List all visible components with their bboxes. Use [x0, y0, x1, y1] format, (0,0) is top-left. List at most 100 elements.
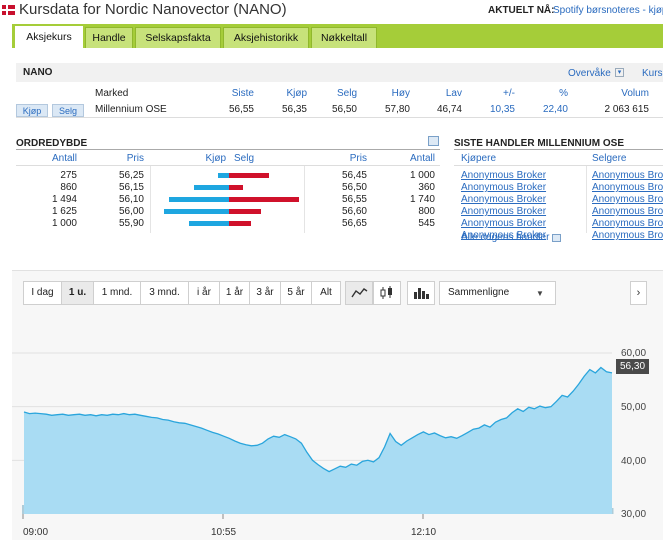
value-marked: Millennium OSE [95, 104, 167, 115]
watch-link[interactable]: Overvåke [568, 68, 611, 79]
bid-depth-bar [218, 173, 229, 178]
volume-bars-icon[interactable] [407, 281, 435, 305]
ask-price: 56,65 [341, 218, 367, 229]
period-alt[interactable]: Alt [311, 281, 341, 305]
tab-bar: Aksjekurs Handle Selskapsfakta Aksjehist… [12, 24, 663, 48]
period-1-uke[interactable]: 1 u. [61, 281, 94, 305]
ask-depth-bar [229, 221, 251, 226]
seller-link[interactable]: Anonymous Broker [592, 170, 663, 181]
bid-price: 56,25 [118, 170, 144, 181]
ask-price: 56,45 [341, 170, 367, 181]
page-title: Kursdata for Nordic Nanovector (NANO) [19, 1, 287, 18]
y-tick-label: 30,00 [621, 509, 647, 520]
ask-depth-bar [229, 197, 299, 202]
tab-aksjekurs[interactable]: Aksjekurs [15, 26, 83, 48]
value-hoy: 57,80 [384, 104, 410, 115]
trades-col-sellers: Selgere [592, 153, 627, 164]
od-col-antall: Antall [51, 153, 77, 164]
od-col-selg: Selg [234, 153, 255, 164]
value-lav: 46,74 [436, 104, 462, 115]
col-change: +/- [503, 88, 515, 99]
all-trades-link[interactable]: Alle dagens handler [461, 232, 550, 243]
y-tick-label: 40,00 [621, 456, 647, 467]
x-axis-ticks [22, 514, 424, 519]
buyer-link[interactable]: Anonymous Broker [461, 206, 547, 217]
divider [454, 149, 663, 150]
seller-link[interactable]: Anonymous Broker [592, 230, 663, 241]
seller-link[interactable]: Anonymous Broker [592, 194, 663, 205]
buy-button[interactable]: Kjøp [16, 104, 48, 117]
buyer-link[interactable]: Anonymous Broker [461, 230, 547, 241]
od-col-antall2: Antall [409, 153, 435, 164]
ask-qty: 545 [418, 218, 435, 229]
x-tick-label: 12:10 [411, 527, 437, 538]
ask-price: 56,50 [341, 182, 367, 193]
bid-depth-bar [164, 209, 229, 214]
ask-qty: 800 [418, 206, 435, 217]
ask-depth-bar [229, 185, 243, 190]
col-siste: Siste [231, 88, 254, 99]
candlestick-icon[interactable] [373, 281, 401, 305]
buyer-link[interactable]: Anonymous Broker [461, 182, 547, 193]
od-col-pris: Pris [126, 153, 144, 164]
x-tick-label: 10:55 [211, 527, 237, 538]
period-5-ar[interactable]: 5 år [280, 281, 312, 305]
news-link[interactable]: Spotify børsnoteres - kjøp [553, 5, 663, 16]
tab-nokkeltall[interactable]: Nøkkeltall [311, 27, 377, 48]
divider [16, 165, 440, 166]
buyer-link[interactable]: Anonymous Broker [461, 170, 547, 181]
divider [16, 117, 663, 118]
refresh-icon[interactable] [428, 136, 439, 146]
divider [150, 166, 151, 233]
od-col-pris2: Pris [349, 153, 367, 164]
ask-price: 56,60 [341, 206, 367, 217]
value-pct: 22,40 [542, 104, 568, 115]
price-chart[interactable] [12, 320, 651, 528]
trades-title: SISTE HANDLER MILLENNIUM OSE [454, 138, 625, 149]
x-tick-label: 09:00 [23, 527, 49, 538]
od-col-kjop: Kjøp [205, 153, 226, 164]
chevron-down-icon[interactable]: ▾ [615, 68, 624, 77]
bid-qty: 1 000 [51, 218, 77, 229]
bid-depth-bar [189, 221, 229, 226]
period-i-dag[interactable]: I dag [23, 281, 62, 305]
seller-link[interactable]: Anonymous Broker [592, 182, 663, 193]
seller-link[interactable]: Anonymous Broker [592, 206, 663, 217]
tab-selskapsfakta[interactable]: Selskapsfakta [135, 27, 221, 48]
ask-depth-bar [229, 209, 261, 214]
kurs-link[interactable]: Kurs [642, 68, 663, 79]
bid-qty: 1 625 [51, 206, 77, 217]
tab-aksjehistorikk[interactable]: Aksjehistorikk [223, 27, 309, 48]
period-3-mnd[interactable]: 3 mnd. [140, 281, 189, 305]
line-chart-icon[interactable] [345, 281, 373, 305]
chevron-right-icon[interactable]: › [630, 281, 647, 305]
period-1-mnd[interactable]: 1 mnd. [93, 281, 141, 305]
ask-qty: 360 [418, 182, 435, 193]
page-header: Kursdata for Nordic Nanovector (NANO) AK… [0, 0, 663, 22]
col-volum: Volum [621, 88, 649, 99]
compare-select[interactable]: Sammenligne [439, 281, 556, 305]
bid-qty: 860 [60, 182, 77, 193]
period-3-ar[interactable]: 3 år [249, 281, 281, 305]
popup-icon[interactable] [552, 234, 561, 242]
ask-depth-bar [229, 173, 269, 178]
ask-qty: 1 740 [409, 194, 435, 205]
buyer-link[interactable]: Anonymous Broker [461, 194, 547, 205]
bid-price: 56,15 [118, 182, 144, 193]
buyer-link[interactable]: Anonymous Broker [461, 218, 547, 229]
bid-depth-bar [169, 197, 229, 202]
sell-button[interactable]: Selg [52, 104, 84, 117]
col-hoy: Høy [391, 88, 410, 99]
y-tick-label: 60,00 [621, 348, 647, 359]
period-1-ar[interactable]: 1 år [219, 281, 250, 305]
seller-link[interactable]: Anonymous Broker [592, 218, 663, 229]
bid-qty: 1 494 [51, 194, 77, 205]
bid-price: 56,10 [118, 194, 144, 205]
orderdepth-title: ORDREDYBDE [16, 138, 88, 149]
divider [586, 166, 587, 233]
value-kjop: 56,35 [281, 104, 307, 115]
period-i-ar[interactable]: i år [188, 281, 220, 305]
last-price-badge: 56,30 [616, 359, 649, 374]
bid-qty: 275 [60, 170, 77, 181]
tab-handle[interactable]: Handle [85, 27, 133, 48]
